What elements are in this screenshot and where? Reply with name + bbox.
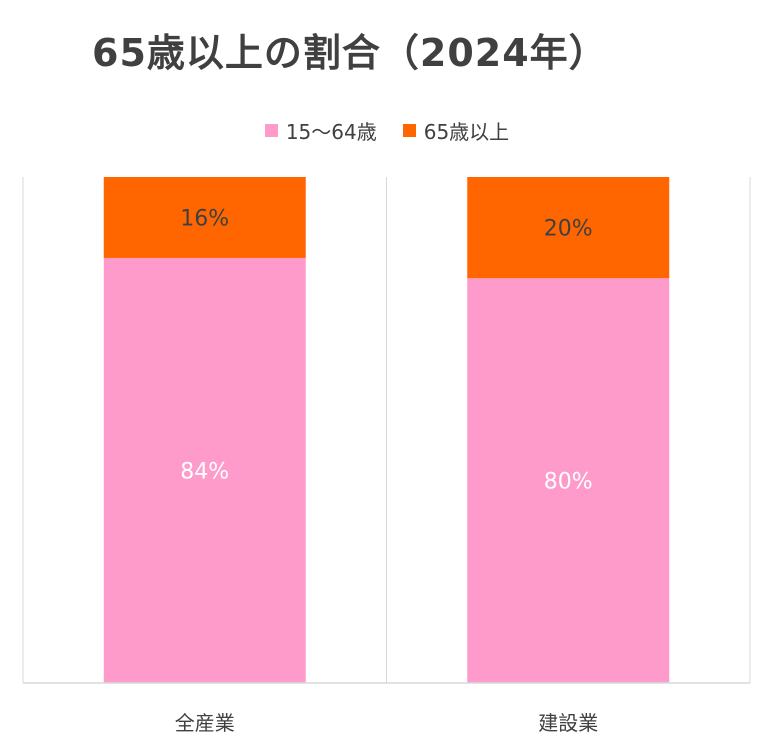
x-tick-label-0: 全産業 [175, 711, 235, 735]
chart-title: 65歳以上の割合（2024年） [92, 31, 608, 75]
data-label-1-0: 80% [544, 470, 593, 495]
legend-label-15-64: 15～64歳 [285, 120, 377, 144]
bar-1-1 [467, 177, 670, 279]
legend-label-65-plus: 65歳以上 [423, 120, 510, 144]
bar-0-0 [103, 257, 306, 683]
bar-1-0 [467, 278, 670, 683]
data-label-0-1: 16% [180, 206, 229, 231]
legend-item-65-plus: 65歳以上 [402, 116, 510, 145]
bar-0-1 [103, 177, 306, 258]
data-label-1-1: 20% [544, 217, 593, 242]
data-label-0-0: 84% [180, 459, 229, 484]
legend: 15～64歳 65歳以上 [0, 116, 774, 145]
legend-swatch-65-plus [402, 124, 416, 137]
x-tick-label-1: 建設業 [538, 711, 598, 735]
legend-item-15-64: 15～64歳 [264, 116, 377, 145]
legend-swatch-15-64 [264, 124, 278, 137]
